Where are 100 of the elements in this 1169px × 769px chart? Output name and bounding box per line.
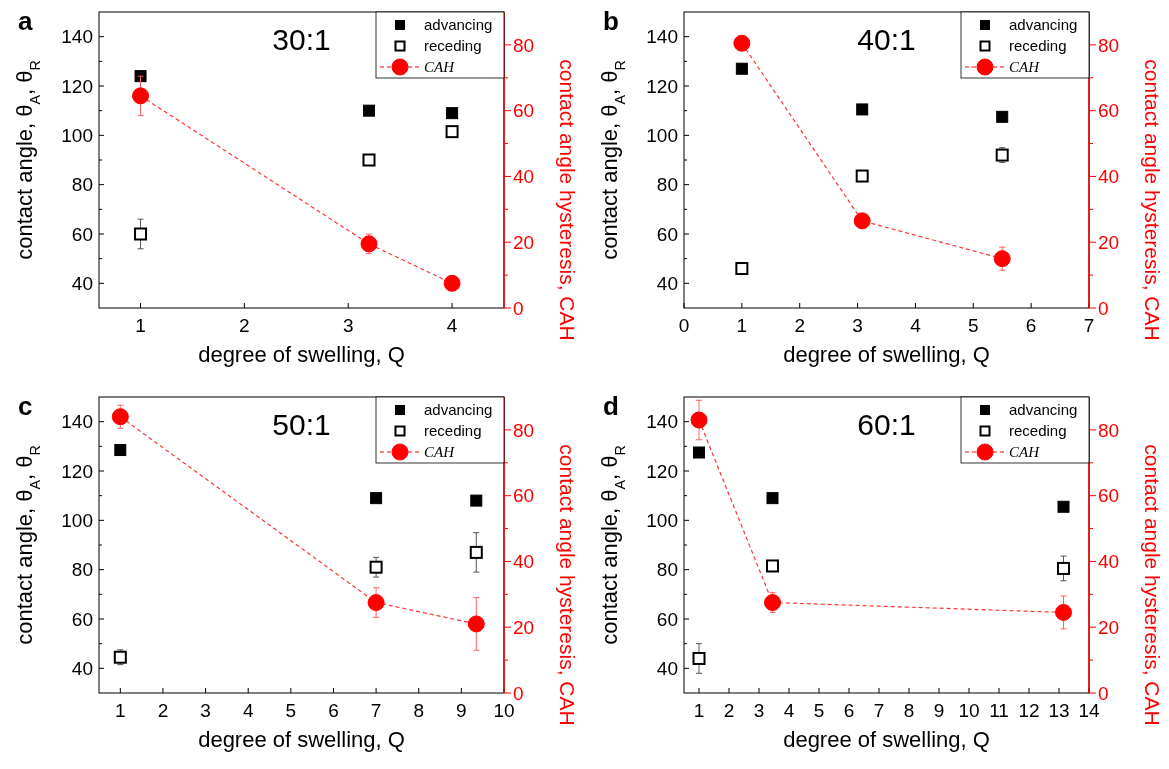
- point: [467, 615, 485, 633]
- point: [1057, 561, 1070, 575]
- y2-tick-label: 0: [1098, 297, 1109, 319]
- y2-tick-label: 40: [513, 166, 535, 188]
- y2-tick-label: 0: [1098, 682, 1109, 704]
- x-tick-label: 7: [370, 700, 382, 721]
- point: [134, 227, 148, 241]
- y-tick-label: 80: [656, 559, 678, 581]
- y2-tick-label: 60: [513, 100, 535, 122]
- y2-axis-title: contact angle hysteresis, CAH: [556, 59, 579, 341]
- point: [766, 559, 779, 573]
- point: [993, 250, 1011, 268]
- legend-label: advancing: [424, 16, 493, 34]
- chart-title: 50:1: [272, 408, 331, 441]
- text: d: [603, 391, 619, 421]
- x-axis-title: degree of swelling, Q: [783, 727, 990, 752]
- x-tick-label: 3: [852, 315, 863, 336]
- text: a: [18, 6, 33, 36]
- point: [363, 104, 375, 117]
- x-tick-label: 3: [200, 700, 211, 721]
- x-tick-label: 1: [736, 315, 748, 336]
- x-tick-label: 4: [783, 700, 795, 721]
- point: [470, 494, 483, 507]
- x-tick-label: 1: [135, 315, 146, 336]
- y-tick-label: 140: [61, 411, 93, 433]
- y2-tick-label: 80: [513, 34, 535, 56]
- x-tick-label: 2: [794, 315, 805, 336]
- point: [853, 212, 871, 230]
- y-tick-label: 120: [61, 460, 93, 482]
- point: [856, 103, 869, 116]
- point: [1057, 500, 1070, 513]
- point: [996, 110, 1009, 123]
- x-tick-label: 12: [1018, 700, 1040, 721]
- y2-tick-label: 40: [1098, 551, 1120, 573]
- x-tick-label: 13: [1048, 700, 1070, 721]
- x-tick-label: 6: [843, 700, 855, 721]
- y-tick-label: 120: [646, 75, 678, 97]
- x-tick-label: 0: [678, 315, 690, 336]
- x-tick-label: 6: [328, 700, 339, 721]
- point: [367, 594, 385, 612]
- point: [446, 107, 459, 120]
- chart-title: 40:1: [857, 23, 916, 56]
- legend-label: advancing: [424, 401, 493, 419]
- y-tick-label: 120: [646, 460, 678, 482]
- x-tick-label: 3: [342, 315, 354, 336]
- y-tick-label: 140: [646, 26, 678, 48]
- point: [370, 492, 383, 505]
- x-axis-title: degree of swelling, Q: [783, 342, 990, 367]
- y-tick-label: 120: [61, 75, 93, 97]
- legend-label: receding: [424, 422, 482, 440]
- y-tick-label: 80: [71, 174, 93, 196]
- text: c: [18, 391, 33, 421]
- y2-tick-label: 0: [513, 297, 524, 319]
- legend-label: CAH: [1009, 59, 1041, 76]
- y2-axis-title: contact angle hysteresis, CAH: [556, 444, 579, 726]
- x-tick-label: 4: [910, 315, 922, 336]
- y2-tick-label: 60: [1098, 100, 1120, 122]
- y-tick-label: 80: [656, 174, 678, 196]
- x-tick-label: 2: [157, 700, 169, 721]
- legend-label: receding: [424, 37, 482, 55]
- x-tick-label: 14: [1078, 700, 1100, 721]
- y-tick-label: 60: [71, 608, 93, 630]
- point: [764, 594, 781, 612]
- x-tick-label: 4: [446, 315, 458, 336]
- legend-label: advancing: [1009, 401, 1078, 419]
- legend-label: CAH: [424, 444, 456, 461]
- point: [114, 444, 127, 457]
- y2-tick-label: 80: [1098, 419, 1120, 441]
- x-tick-label: 7: [873, 700, 885, 721]
- point: [690, 411, 708, 429]
- y-tick-label: 60: [656, 223, 678, 245]
- y2-tick-label: 80: [513, 419, 535, 441]
- y-tick-label: 100: [646, 124, 678, 146]
- x-tick-label: 8: [413, 700, 425, 721]
- x-tick-label: 6: [1025, 315, 1037, 336]
- y2-tick-label: 0: [513, 682, 524, 704]
- point: [766, 492, 779, 505]
- point: [735, 62, 748, 75]
- y-tick-label: 100: [61, 509, 93, 531]
- y2-tick-label: 40: [513, 551, 535, 573]
- x-tick-label: 8: [903, 700, 915, 721]
- y2-tick-label: 20: [513, 616, 535, 638]
- point: [735, 262, 749, 276]
- point: [132, 87, 150, 105]
- y2-tick-label: 80: [1098, 34, 1120, 56]
- y2-tick-label: 60: [1098, 485, 1120, 507]
- y-tick-label: 40: [71, 657, 93, 679]
- point: [733, 34, 751, 52]
- x-tick-label: 1: [115, 700, 126, 721]
- point: [692, 651, 706, 665]
- chart-title: 30:1: [272, 23, 331, 56]
- y-tick-label: 60: [656, 608, 678, 630]
- y-tick-label: 140: [61, 26, 93, 48]
- y-tick-label: 40: [656, 657, 678, 679]
- y2-tick-label: 20: [513, 231, 535, 253]
- point: [855, 169, 869, 183]
- legend-label: receding: [1009, 37, 1067, 55]
- x-tick-label: 9: [456, 700, 467, 721]
- y-tick-label: 80: [71, 559, 93, 581]
- legend-label: receding: [1009, 422, 1067, 440]
